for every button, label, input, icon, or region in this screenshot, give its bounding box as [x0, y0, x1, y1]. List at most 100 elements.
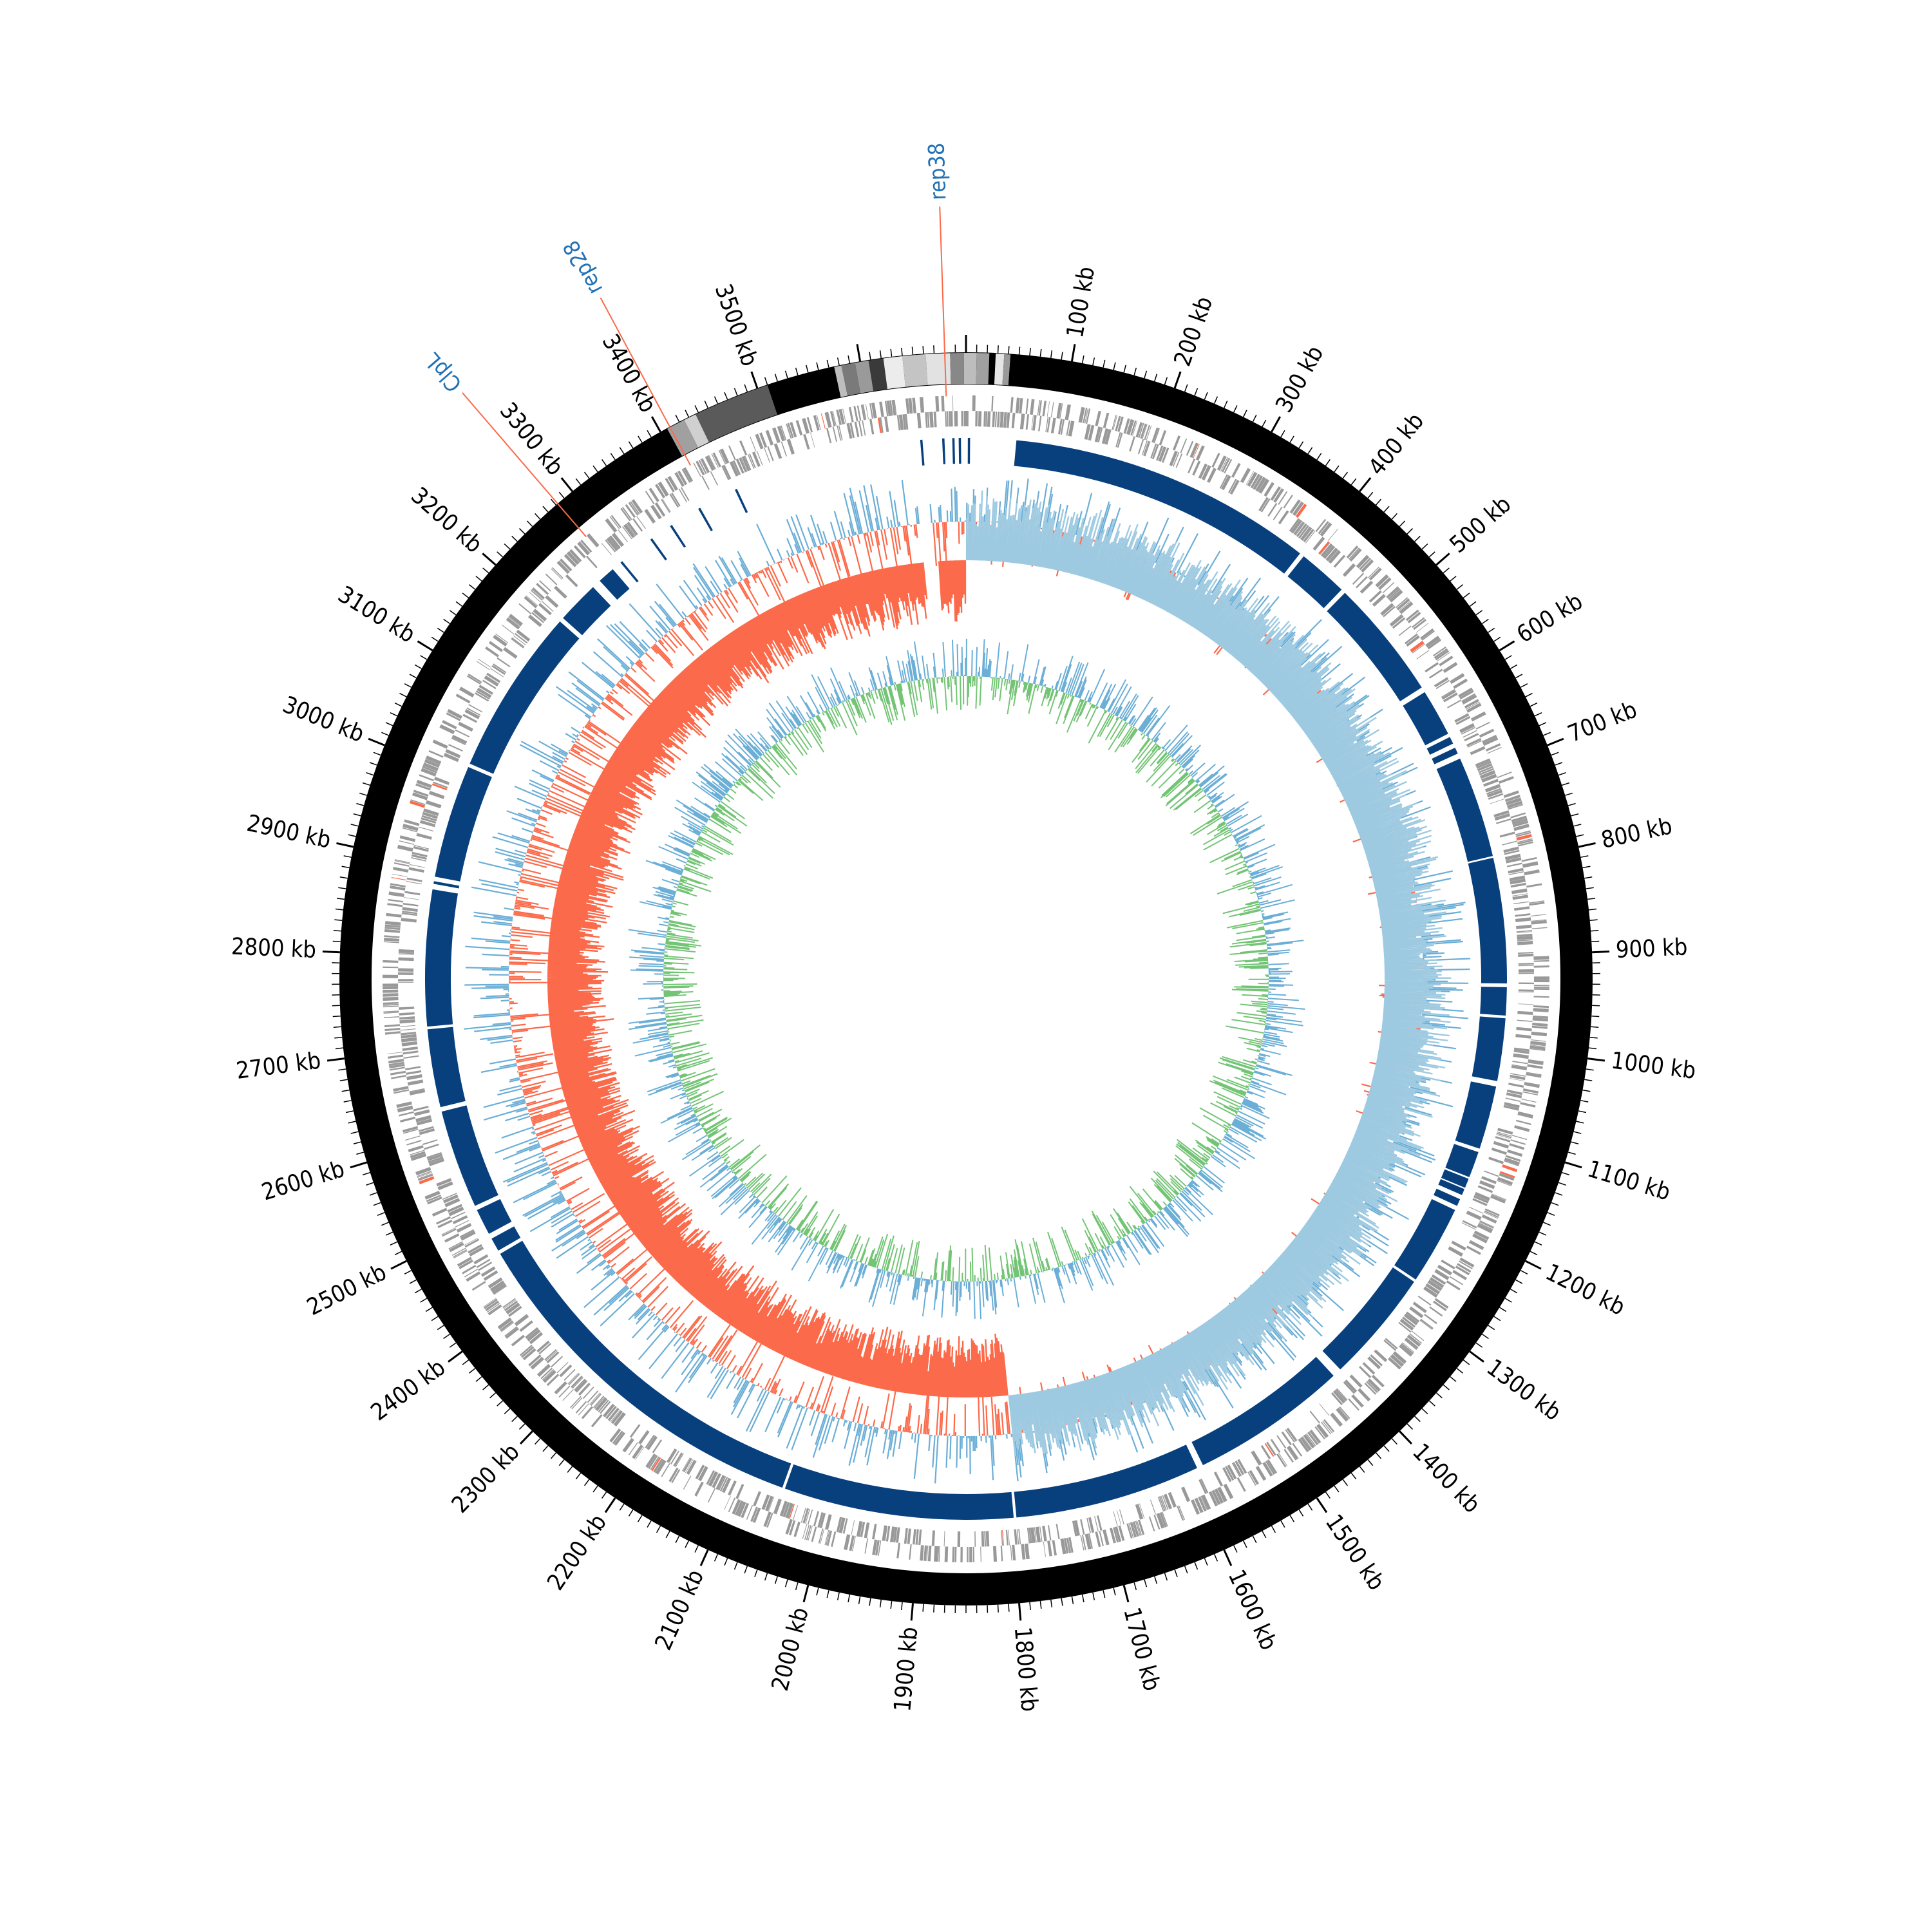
minor-tick: [764, 377, 768, 385]
minor-tick: [1421, 1408, 1428, 1415]
gene-feature: [1464, 733, 1479, 742]
gene-feature: [1038, 415, 1042, 431]
gene-feature: [765, 430, 774, 446]
gene-feature: [952, 395, 954, 412]
scale-label: 2800 kb: [231, 934, 317, 964]
scale-label: 400 kb: [1363, 408, 1429, 480]
gene-feature: [1401, 1343, 1414, 1354]
gene-feature: [1506, 797, 1522, 806]
gc-skew-positive: [965, 490, 1452, 1457]
gene-feature: [1447, 699, 1462, 708]
gene-feature: [683, 1457, 692, 1473]
gene-feature: [1042, 401, 1046, 417]
gene-feature: [1530, 1045, 1546, 1048]
gene-feature: [532, 587, 545, 600]
major-tick: [350, 1161, 368, 1169]
gene-feature: [1088, 424, 1095, 441]
gene-feature: [972, 1546, 975, 1562]
minor-tick: [685, 410, 690, 417]
gene-feature: [1349, 1374, 1363, 1388]
gene-feature: [406, 1074, 422, 1081]
gene-feature: [486, 672, 501, 683]
gene-feature: [1434, 677, 1449, 688]
gene-feature: [869, 419, 875, 435]
blast-hit: [1436, 758, 1493, 862]
gene-feature: [1420, 628, 1434, 640]
gene-feature: [530, 1356, 545, 1370]
gene-feature: [468, 704, 483, 713]
minor-tick: [1123, 365, 1126, 373]
gene-feature: [1161, 1511, 1168, 1527]
gene-feature: [1518, 965, 1534, 967]
minor-tick: [1488, 1325, 1495, 1331]
gene-feature: [585, 555, 598, 569]
minor-tick: [518, 528, 526, 535]
gene-feature: [631, 499, 643, 514]
gene-feature: [577, 541, 591, 556]
minor-tick: [724, 1558, 728, 1566]
gene-feature: [478, 658, 491, 668]
minor-tick: [1103, 1590, 1106, 1598]
gene-feature: [661, 1463, 670, 1477]
gene-feature: [1344, 1379, 1358, 1393]
minor-tick: [1367, 1459, 1374, 1466]
minor-tick: [1534, 712, 1542, 717]
gene-feature: [427, 1153, 443, 1162]
gene-feature: [1095, 410, 1101, 426]
gene-feature: [764, 448, 770, 463]
gene-feature: [412, 851, 428, 858]
minor-tick: [462, 592, 469, 598]
gene-feature: [974, 1531, 976, 1547]
gene-feature: [626, 523, 636, 536]
gene-feature: [632, 1444, 643, 1459]
gene-feature: [1278, 491, 1288, 505]
gene-feature: [793, 1521, 800, 1537]
gene-feature: [1287, 1445, 1299, 1461]
minor-tick: [601, 1492, 607, 1499]
major-tick: [802, 1585, 810, 1603]
gene-feature: [1518, 953, 1534, 957]
major-tick: [368, 737, 385, 746]
gene-feature: [1034, 1527, 1037, 1543]
gene-feature: [462, 1265, 477, 1274]
annotation-label: rep38: [923, 142, 951, 200]
gene-feature: [397, 1105, 413, 1113]
scale-label: 600 kb: [1513, 588, 1587, 648]
major-tick: [750, 371, 759, 389]
gene-feature: [388, 891, 404, 898]
gene-feature: [556, 560, 570, 574]
gene-feature: [1491, 1148, 1507, 1155]
minor-tick: [1586, 1068, 1594, 1071]
gene-feature: [488, 641, 503, 652]
gene-feature: [1130, 420, 1137, 436]
gene-feature: [586, 533, 600, 547]
minor-tick: [1576, 1121, 1584, 1124]
gene-feature: [437, 1219, 453, 1229]
minor-tick: [1204, 1558, 1208, 1566]
gene-feature: [790, 422, 797, 438]
gene-feature: [514, 1314, 529, 1327]
gene-feature: [459, 687, 475, 697]
gene-feature: [389, 1063, 405, 1069]
gene-feature: [401, 918, 417, 923]
gene-feature: [401, 1041, 418, 1046]
gene-feature: [1318, 520, 1329, 535]
gene-feature: [1097, 1515, 1103, 1531]
contig-segment: [976, 353, 990, 384]
gene-feature: [851, 1535, 856, 1551]
gene-feature: [824, 1530, 829, 1546]
gene-feature: [410, 1153, 427, 1161]
gene-feature: [1180, 438, 1188, 453]
gene-feature: [1483, 1211, 1499, 1219]
gene-feature: [698, 459, 707, 475]
gene-feature: [462, 714, 478, 723]
gene-feature: [488, 1304, 502, 1316]
gene-feature: [398, 953, 414, 955]
gene-feature: [1140, 423, 1147, 439]
minor-tick: [858, 1596, 861, 1604]
major-tick: [910, 1603, 914, 1621]
gene-feature: [1530, 1039, 1546, 1042]
minor-tick: [482, 1384, 489, 1390]
gene-feature: [383, 1001, 399, 1005]
gene-feature: [1359, 580, 1374, 594]
